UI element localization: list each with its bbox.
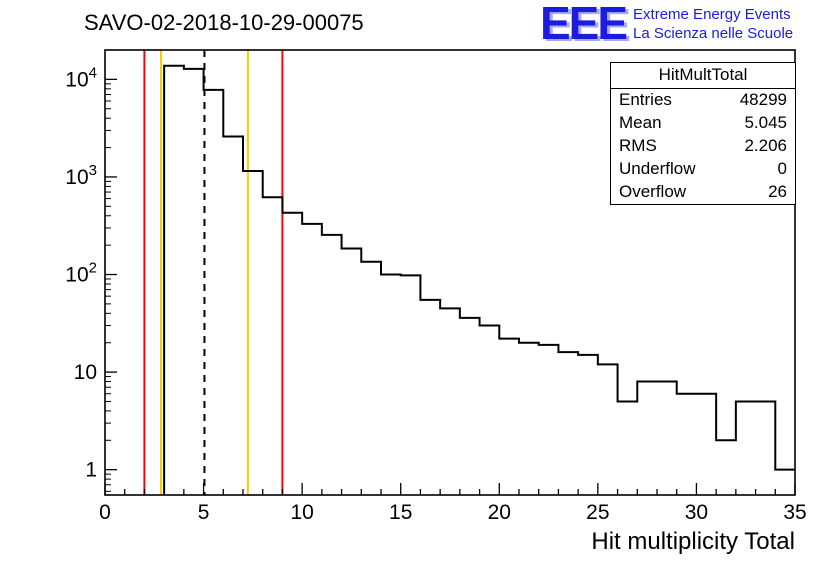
plot-frame [104,49,796,496]
stats-value: 5.045 [744,113,787,132]
stats-row: RMS 2.206 [611,135,795,158]
stats-value: 2.206 [744,136,787,155]
stats-label: Overflow [619,182,687,201]
stats-label: Entries [619,90,672,109]
eee-logo-text: Extreme Energy Events La Scienza nelle S… [633,5,793,43]
stats-title: HitMultTotal [611,63,795,89]
stats-label: Underflow [619,159,696,178]
x-tick-label: 15 [389,501,412,524]
y-tick-label: 103 [65,162,97,189]
x-tick-label: 30 [685,501,708,524]
y-tick-label: 1 [85,459,97,482]
y-tick-label: 102 [65,260,97,287]
stats-value: 48299 [739,90,787,109]
y-tick-label: 10 [74,361,97,384]
stats-value: 26 [768,182,787,201]
stats-box: HitMultTotal Entries 48299 Mean 5.045 RM… [610,62,796,205]
stats-row: Mean 5.045 [611,112,795,135]
eee-logo-line2: La Scienza nelle Scuole [633,25,794,42]
stats-row: Overflow 26 [611,181,795,204]
histogram-line [163,64,795,495]
y-tick-label: 104 [65,64,97,91]
x-tick-label: 20 [488,501,511,524]
stats-row: Underflow 0 [611,158,795,181]
x-tick-label: 35 [783,501,806,524]
eee-logo-line1: Extreme Energy Events [633,6,791,23]
x-tick-label: 25 [586,501,609,524]
eee-logo: EEE Extreme Energy Events La Scienza nel… [540,0,793,49]
plot-title: SAVO-02-2018-10-29-00075 [84,10,364,35]
x-tick-label: 10 [290,501,313,524]
x-tick-label: 0 [99,501,111,524]
x-tick-label: 5 [198,501,210,524]
x-axis-title: Hit multiplicity Total [591,528,795,555]
stats-label: RMS [619,136,657,155]
eee-logo-acronym: EEE [540,0,628,49]
stats-row: Entries 48299 [611,89,795,112]
stats-label: Mean [619,113,662,132]
stats-value: 0 [777,159,787,178]
